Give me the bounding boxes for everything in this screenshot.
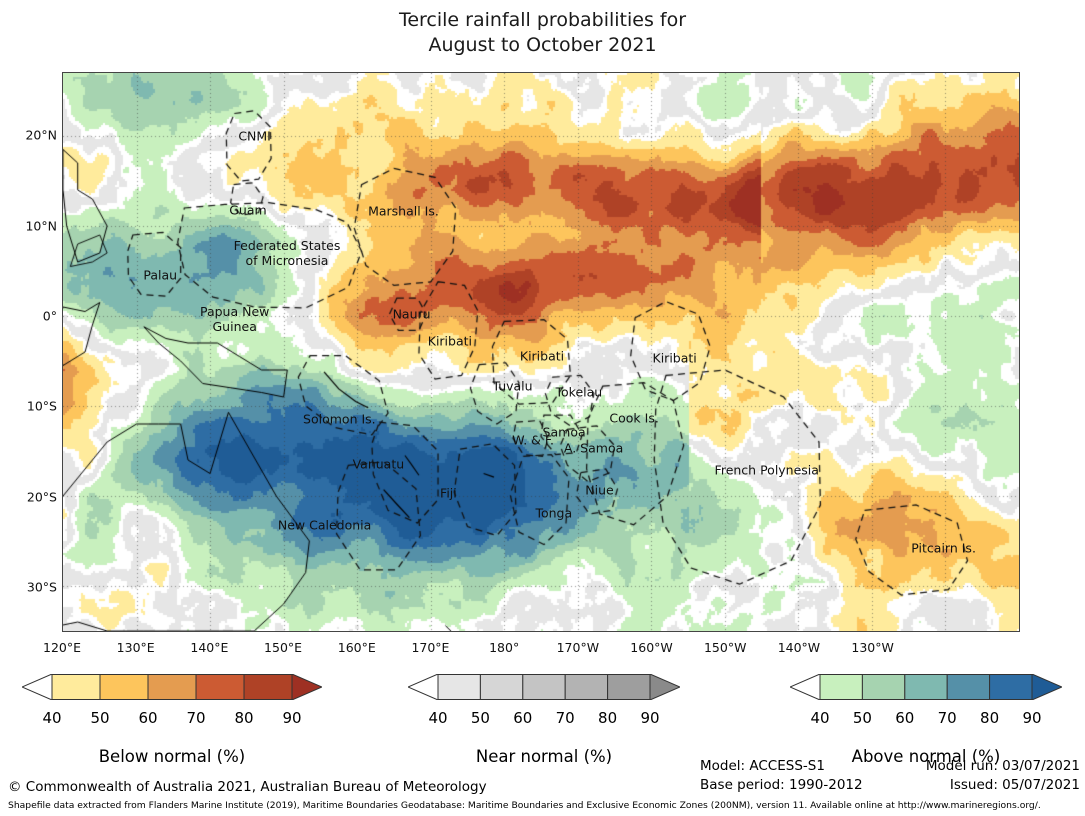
x-tick-label: 130°W [851,640,894,655]
y-tick-label: 10°N [25,218,57,234]
y-tick-label: 30°S [26,579,57,595]
model-info-block: Model: ACCESS-S1 Model run: 03/07/2021 B… [700,757,1080,795]
colorbar-tick-label: 70 [937,709,957,727]
above-normal-title: Above normal (%) [851,747,1001,766]
model-run-date: Model run: 03/07/2021 [925,758,1080,774]
x-tick-label: 160°E [337,640,376,655]
rainfall-probability-map [63,73,1019,631]
colorbar-tick-label: 70 [555,709,575,727]
near-normal-swatches [408,674,680,700]
near-normal-title: Near normal (%) [475,747,613,766]
x-tick-label: 170°W [556,640,600,655]
colorbar-tick-label: 50 [852,709,872,727]
colorbar-tick-label: 80 [234,709,254,727]
below-normal-ticks: 40 50 60 70 80 90 [22,709,322,729]
colorbar-below-normal[interactable]: 40 50 60 70 80 90 Below normal (%) [22,674,322,766]
near-normal-ticks: 40 50 60 70 80 90 [408,709,680,729]
colorbar-tick-label: 80 [980,709,1000,727]
map-plot-area[interactable]: CNMI Guam Marshall Is. Palau Federated State… [62,72,1020,632]
x-tick-label: 140°E [190,640,229,655]
copyright-text: © Commonwealth of Australia 2021, Austra… [8,779,487,795]
colorbar-near-normal[interactable]: 40 50 60 70 80 90 Near normal (%) [408,674,680,766]
colorbar-tick-label: 60 [138,709,158,727]
y-tick-label: 10°S [26,398,57,414]
title-line-1: Tercile rainfall probabilities for [398,9,687,31]
above-normal-ticks: 40 50 60 70 80 90 [790,709,1062,729]
issued-date: Issued: 05/07/2021 [949,777,1080,793]
below-normal-swatches [22,674,322,700]
title-line-2: August to October 2021 [428,34,657,56]
y-tick-label: 20°S [26,489,57,505]
above-normal-bar[interactable] [790,674,1062,708]
x-tick-label: 180° [489,640,520,655]
shapefile-attribution: Shapefile data extracted from Flanders M… [8,800,1041,811]
page-title: Tercile rainfall probabilities for Augus… [0,8,1085,58]
x-tick-label: 170°E [411,640,450,655]
colorbar-tick-label: 50 [90,709,110,727]
colorbar-tick-label: 70 [186,709,206,727]
x-tick-label: 140°W [777,640,821,655]
x-tick-label: 130°E [116,640,155,655]
colorbar-tick-label: 90 [640,709,660,727]
near-normal-bar[interactable] [408,674,680,708]
x-tick-label: 150°E [264,640,303,655]
colorbar-tick-label: 60 [513,709,533,727]
x-tick-label: 150°W [703,640,747,655]
colorbar-tick-label: 90 [282,709,302,727]
below-normal-bar[interactable] [22,674,322,708]
colorbar-tick-label: 80 [598,709,618,727]
model-name: Model: ACCESS-S1 [700,758,825,774]
above-normal-swatches [790,674,1062,700]
y-tick-label: 20°N [25,127,57,143]
colorbar-tick-label: 40 [810,709,830,727]
base-period: Base period: 1990-2012 [700,777,863,793]
x-tick-label: 160°W [630,640,673,655]
x-tick-label: 120°E [42,640,82,655]
y-tick-label: 0° [42,308,57,324]
below-normal-title: Below normal (%) [98,747,246,766]
colorbar-tick-label: 60 [895,709,915,727]
colorbar-above-normal[interactable]: 40 50 60 70 80 90 Above normal (%) [790,674,1062,766]
colorbar-tick-label: 50 [470,709,490,727]
colorbar-tick-label: 40 [42,709,62,727]
colorbar-tick-label: 40 [428,709,448,727]
colorbar-tick-label: 90 [1022,709,1042,727]
